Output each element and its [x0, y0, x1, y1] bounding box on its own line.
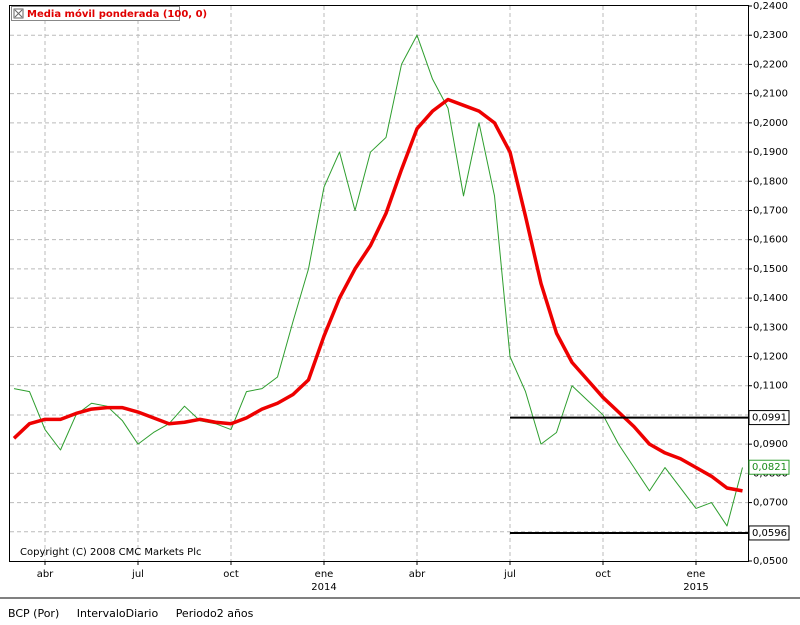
y-tick-label: 0,1400: [753, 293, 788, 304]
legend: Media móvil ponderada (100, 0): [11, 6, 207, 21]
chart: 0,05000,06000,07000,08000,09000,10000,11…: [0, 0, 800, 600]
x-tick-label: jul: [503, 569, 516, 580]
x-tick-label: oct: [595, 569, 611, 580]
y-tick-label: 0,0700: [753, 498, 788, 509]
x-tick-label: abr: [37, 569, 54, 580]
level-label: 0,0991: [752, 413, 787, 424]
level-label-box: [748, 410, 790, 426]
y-tick-label: 0,2100: [753, 89, 788, 100]
moving-average-line: [12, 97, 743, 493]
footer: BCP (Por) IntervaloDiario Periodo2 años: [8, 607, 267, 620]
x-tick-label: abr: [409, 569, 426, 580]
plot-frame: [9, 5, 749, 562]
last-price-box: [748, 459, 790, 475]
footer-item: BCP (Por): [8, 607, 60, 620]
x-tick-label: ene: [315, 569, 334, 580]
x-tick-label: oct: [223, 569, 239, 580]
copyright: Copyright (C) 2008 CMC Markets Plc: [20, 547, 201, 558]
y-tick-label: 0,1500: [753, 264, 788, 275]
y-tick-label: 0,2000: [753, 118, 788, 129]
last-price-label: 0,0821: [752, 462, 787, 473]
y-tick-label: 0,0900: [753, 439, 788, 450]
y-tick-label: 0,1800: [753, 176, 788, 187]
y-tick-label: 0,1900: [753, 147, 788, 158]
y-tick-label: 0,1100: [753, 381, 788, 392]
footer-item: IntervaloDiario: [76, 607, 159, 620]
level-label-box: [748, 525, 790, 541]
legend-label: Media móvil ponderada (100, 0): [27, 8, 207, 20]
y-tick-label: 0,1700: [753, 205, 788, 216]
legend-box: [11, 6, 180, 21]
x-year-label: 2015: [683, 582, 708, 593]
x-tick-label: ene: [687, 569, 706, 580]
price-line: [13, 34, 743, 527]
y-tick-label: 0,2400: [753, 1, 788, 12]
x-tick-label: jul: [131, 569, 144, 580]
y-tick-label: 0,2300: [753, 30, 788, 41]
y-tick-label: 0,1300: [753, 322, 788, 333]
y-tick-label: 0,1200: [753, 352, 788, 363]
level-label: 0,0596: [752, 528, 787, 539]
y-tick-label: 0,2200: [753, 59, 788, 70]
y-tick-label: 0,0500: [753, 556, 788, 567]
x-year-label: 2014: [311, 582, 336, 593]
footer-item: Periodo2 años: [175, 607, 254, 620]
legend-icon-cross: [14, 9, 23, 18]
y-tick-label: 0,1600: [753, 235, 788, 246]
